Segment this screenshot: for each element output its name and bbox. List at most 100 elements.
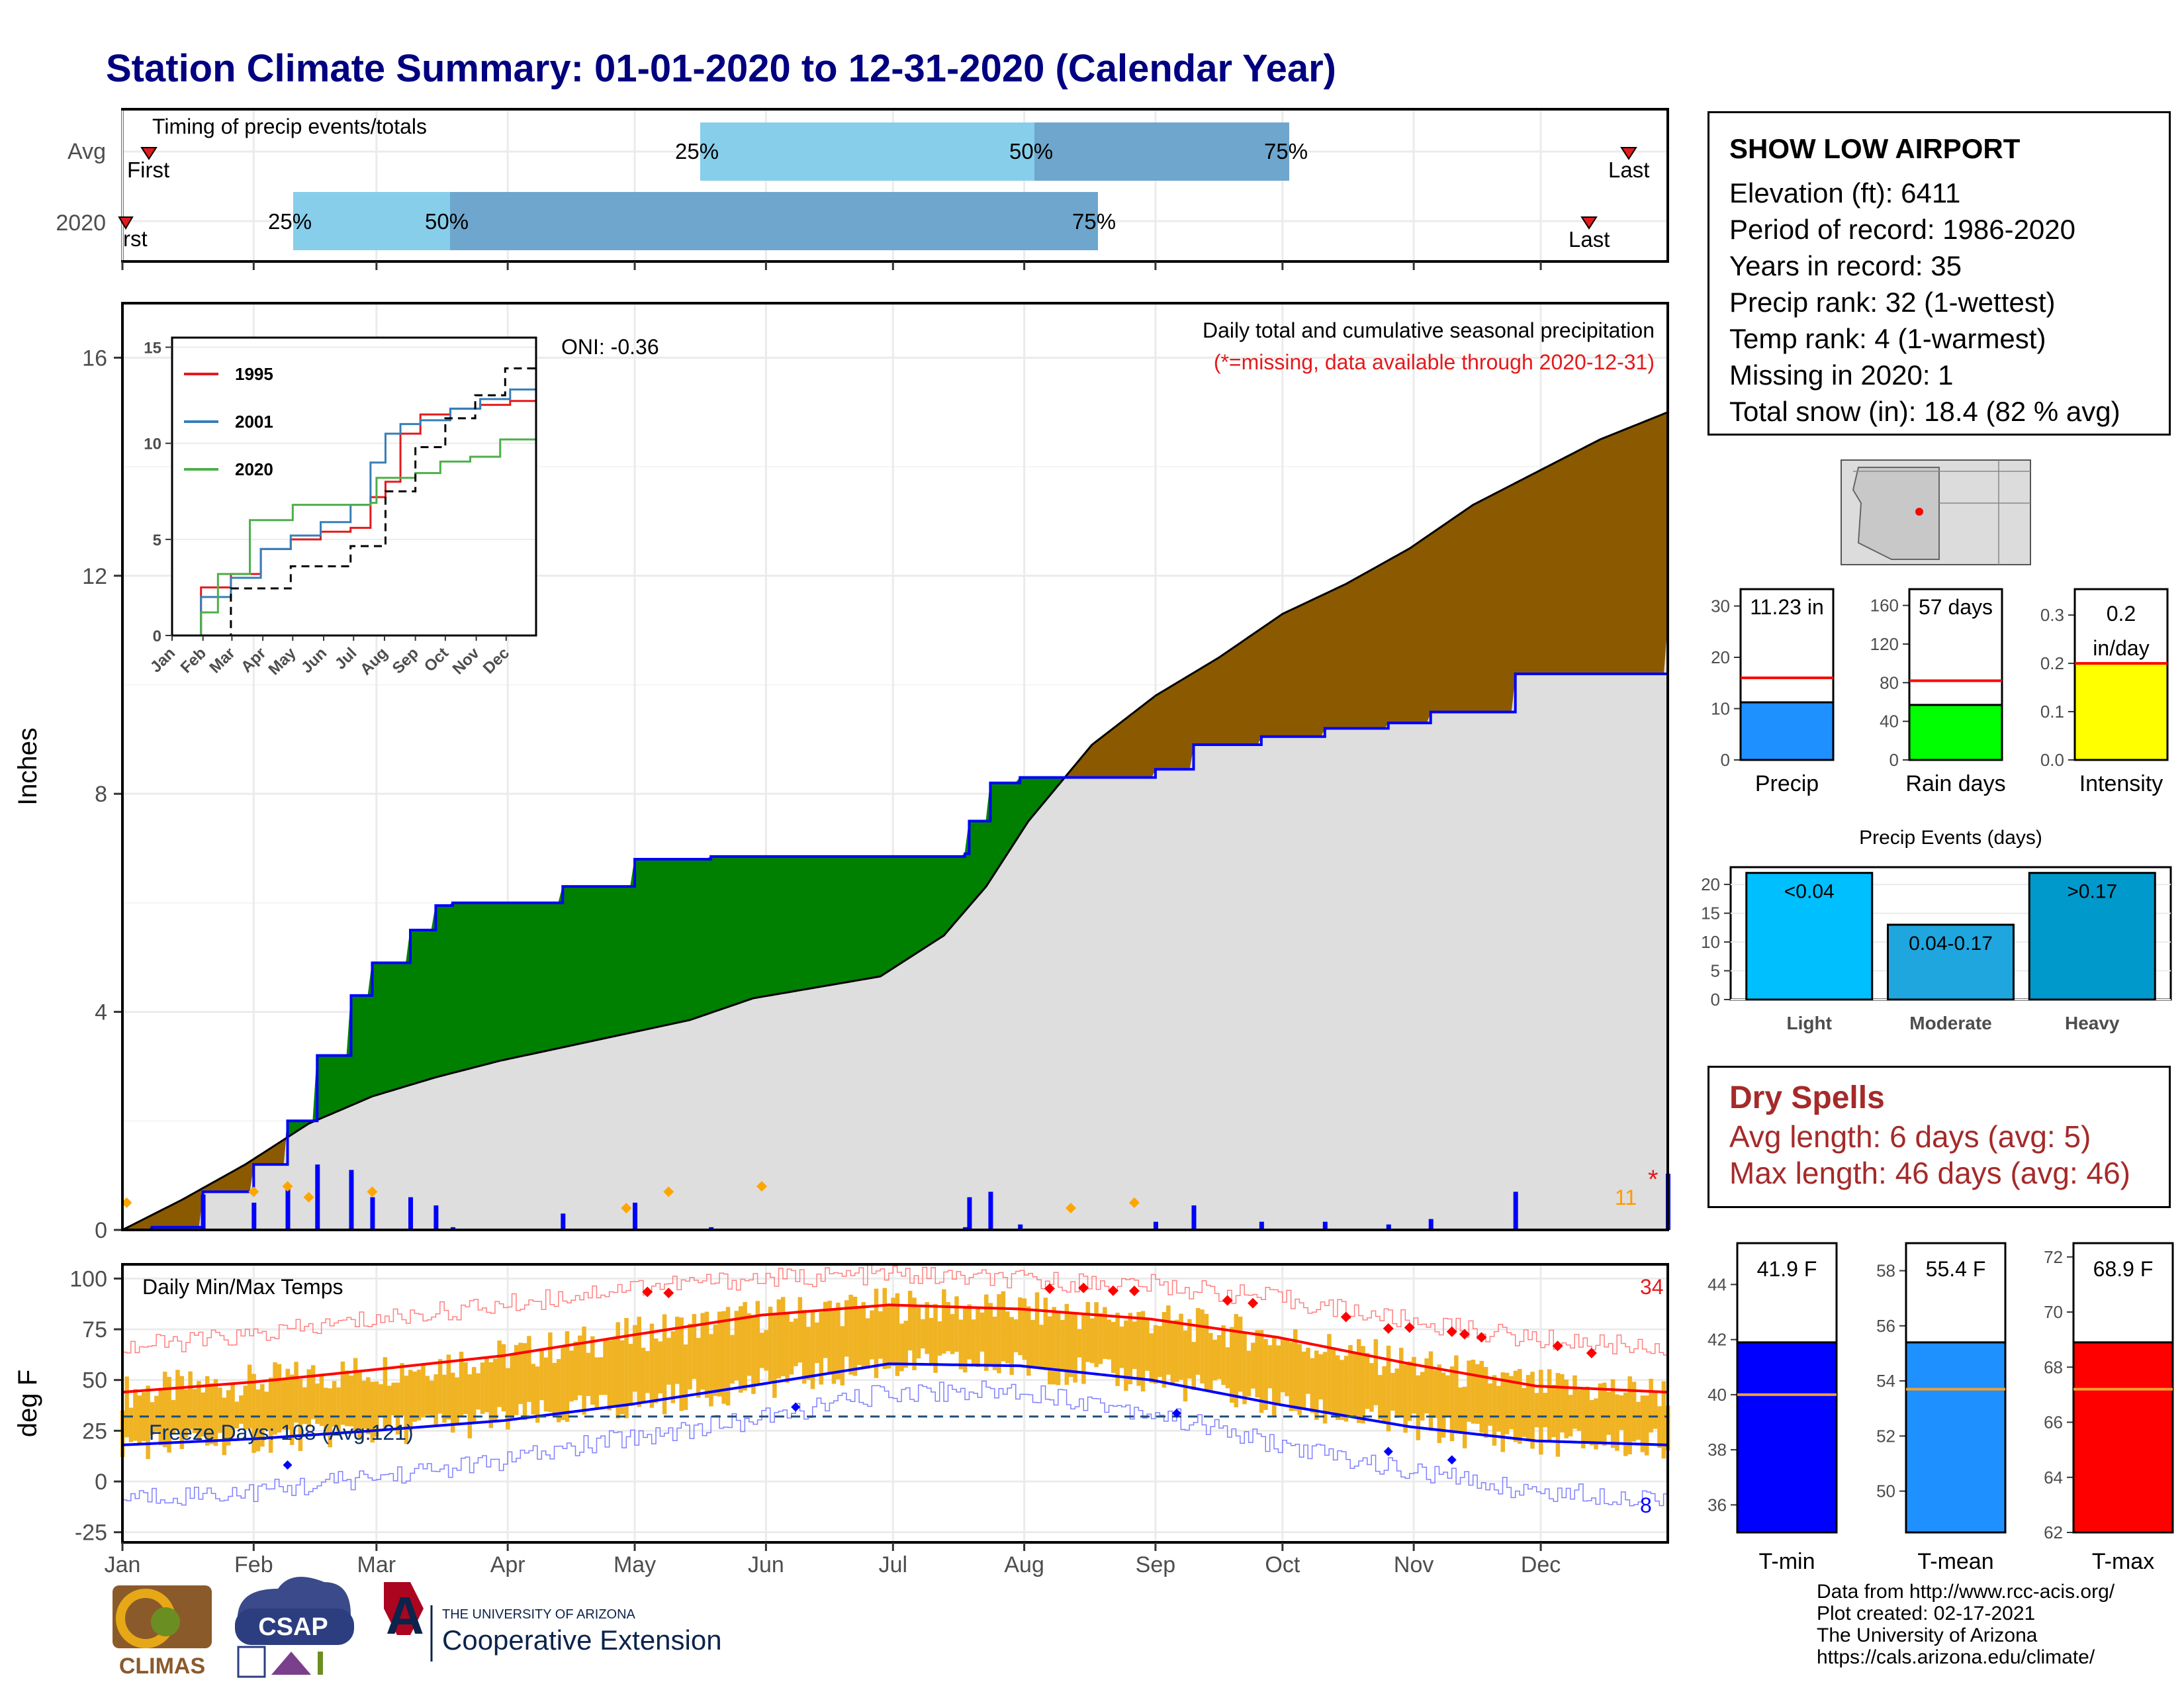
above-average-area xyxy=(918,856,923,953)
below-average-area xyxy=(1625,427,1630,675)
daily-temp-bar xyxy=(772,1313,777,1398)
daily-temp-bar xyxy=(645,1350,650,1393)
station-line: Missing in 2020: 1 xyxy=(1729,359,1954,391)
below-average-area xyxy=(1121,718,1126,778)
below-average-area xyxy=(1379,562,1385,729)
above-average-area xyxy=(609,886,614,1038)
daily-temp-bar xyxy=(1297,1344,1302,1415)
below-average-area xyxy=(1222,651,1228,745)
avg-first-marker xyxy=(140,147,158,160)
daily-temp-bar xyxy=(582,1326,586,1415)
daily-temp-bar xyxy=(218,1387,222,1433)
cumulative-base-area xyxy=(122,618,1668,1230)
t-mean-tick-label: 54 xyxy=(1876,1371,1895,1391)
above-average-area xyxy=(545,902,551,1052)
daily-temp-bar xyxy=(688,1323,692,1390)
daily-temp-bar xyxy=(260,1384,265,1447)
below-average-area xyxy=(1214,657,1220,745)
t-max-bar xyxy=(2072,1341,2174,1534)
daily-temp-bar xyxy=(780,1297,786,1377)
y2020-first-label: rst xyxy=(123,226,148,251)
daily-temp-bar xyxy=(1564,1380,1569,1438)
below-average-area xyxy=(1426,533,1432,724)
daily-temp-bar xyxy=(1068,1313,1073,1378)
daily-temp-bar xyxy=(357,1372,362,1440)
daily-temp-bar xyxy=(1631,1382,1637,1442)
below-average-area xyxy=(1316,595,1321,737)
daily-temp-bar xyxy=(1183,1331,1188,1402)
y2020-p75-label: 75% xyxy=(1072,209,1116,234)
above-average-area xyxy=(334,1055,339,1113)
daily-temp-bar xyxy=(1009,1317,1014,1375)
daily-temp-bar xyxy=(1200,1309,1205,1384)
above-average-area xyxy=(401,962,407,1088)
daily-temp-bar xyxy=(666,1338,671,1385)
below-average-area xyxy=(1388,557,1393,724)
daily-temp-bar xyxy=(1551,1385,1556,1438)
daily-temp-bar xyxy=(921,1319,925,1349)
daily-temp-bar xyxy=(1327,1334,1332,1412)
below-average-area xyxy=(1633,423,1639,675)
below-average-area xyxy=(1291,607,1296,737)
daily-temp-bar xyxy=(1301,1351,1306,1409)
daily-temp-bar xyxy=(552,1362,557,1415)
daily-temp-bar xyxy=(340,1361,345,1425)
above-average-area xyxy=(757,856,762,998)
below-average-area xyxy=(1256,628,1262,745)
below-average-area xyxy=(1561,456,1567,675)
t-max-tick-label: 70 xyxy=(2044,1302,2063,1322)
above-average-area xyxy=(363,995,369,1101)
daily-temp-bar xyxy=(1331,1347,1336,1417)
daily-temp-bar xyxy=(345,1370,349,1427)
daily-temp-bar xyxy=(1581,1387,1586,1449)
below-average-area xyxy=(1349,579,1355,729)
daily-temp-bar xyxy=(1513,1370,1518,1442)
daily-temp-bar xyxy=(1018,1297,1023,1356)
daily-temp-bar xyxy=(442,1374,447,1423)
daily-temp-bar xyxy=(717,1311,722,1397)
above-average-area xyxy=(498,902,504,1062)
above-average-area xyxy=(702,859,707,1017)
daily-temp-bar xyxy=(619,1340,625,1415)
below-average-area xyxy=(1536,469,1541,675)
below-average-area xyxy=(1612,432,1617,675)
daily-temp-bar xyxy=(1221,1325,1226,1385)
record-high-marker xyxy=(1128,1286,1140,1297)
above-average-area xyxy=(664,859,669,1026)
inset-series-line xyxy=(172,419,537,637)
t-mean-tick-label: 50 xyxy=(1876,1481,1895,1501)
record-low-marker xyxy=(1383,1446,1393,1456)
below-average-area xyxy=(185,1194,191,1228)
daily-temp-bar xyxy=(1174,1319,1179,1382)
intensity-tick-label: 0.0 xyxy=(2040,750,2064,770)
below-average-area xyxy=(1109,727,1114,778)
daily-temp-bar xyxy=(1424,1358,1429,1414)
daily-temp-bar xyxy=(510,1353,515,1420)
above-average-area xyxy=(905,856,911,961)
below-average-area xyxy=(1286,609,1292,737)
t-mean-tick-label: 52 xyxy=(1876,1426,1895,1446)
daily-temp-bar xyxy=(1115,1313,1120,1386)
station-location-dot xyxy=(1915,508,1923,516)
daily-temp-bar xyxy=(662,1314,667,1415)
above-average-area xyxy=(884,856,889,974)
daily-temp-bar xyxy=(1322,1352,1328,1424)
daily-temp-bar xyxy=(997,1294,1001,1374)
credit-line: https://cals.arizona.edu/climate/ xyxy=(1817,1646,2095,1668)
above-average-area xyxy=(973,820,978,902)
daily-temp-bar xyxy=(1013,1319,1019,1352)
above-average-area xyxy=(736,856,741,1005)
snow-marker xyxy=(282,1181,293,1192)
daily-temp-bar xyxy=(624,1317,629,1419)
daily-temp-bar xyxy=(1458,1387,1463,1432)
daily-temp-bar xyxy=(1534,1393,1539,1428)
avg-p75-label: 75% xyxy=(1264,139,1308,164)
precip-ytick-label: 0 xyxy=(95,1218,107,1243)
daily-temp-bar xyxy=(230,1383,235,1436)
events-tick-label: 20 xyxy=(1701,874,1720,894)
daily-temp-bar xyxy=(1357,1338,1361,1423)
above-average-area xyxy=(643,859,648,1031)
above-average-area xyxy=(770,856,775,996)
daily-temp-bar xyxy=(895,1293,900,1376)
